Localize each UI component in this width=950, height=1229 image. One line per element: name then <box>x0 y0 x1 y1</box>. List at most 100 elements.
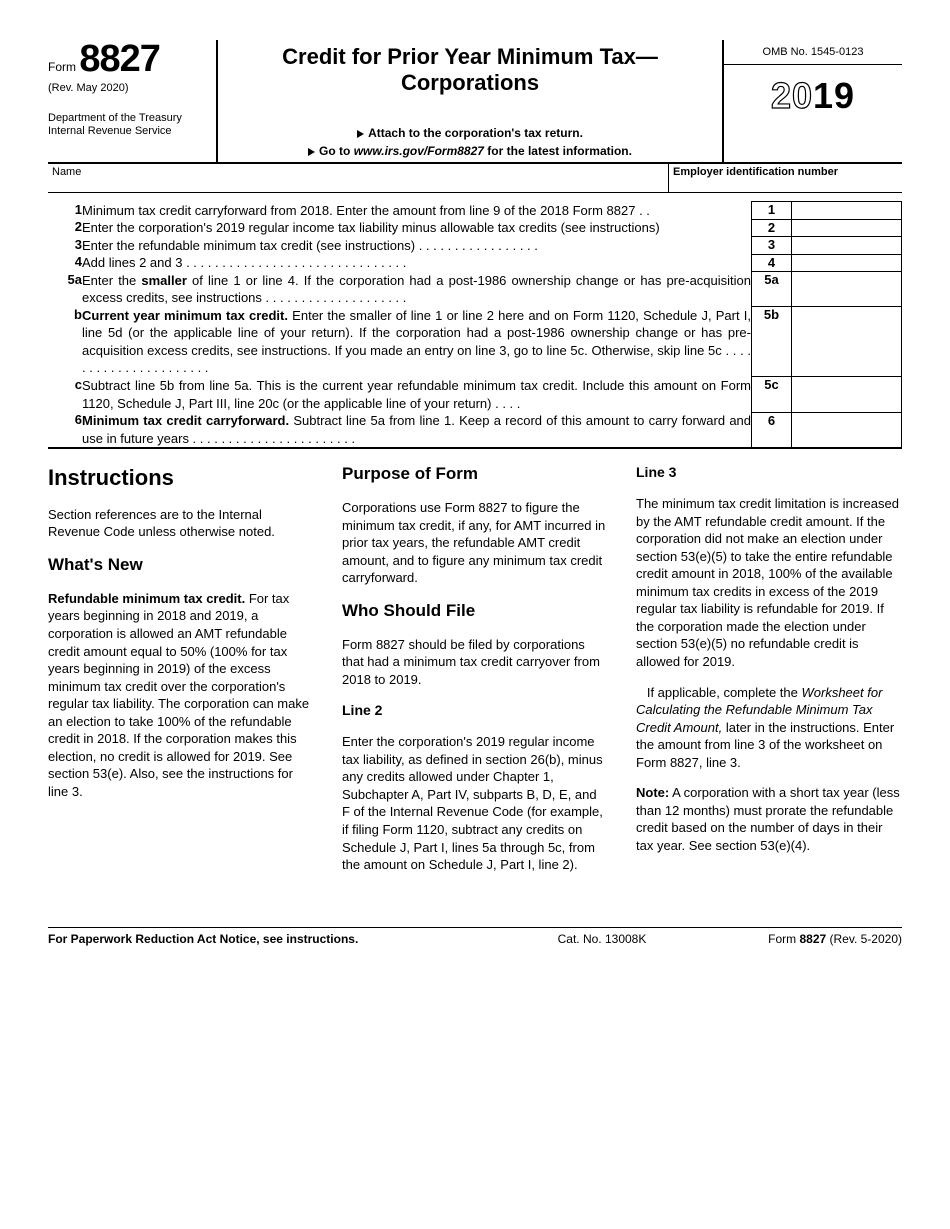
triangle-icon <box>357 130 364 138</box>
line-box-num: 2 <box>752 219 792 237</box>
line-num: 2 <box>48 219 82 237</box>
line-num: b <box>48 307 82 377</box>
line-box-num: 6 <box>752 412 792 448</box>
line-5c-value[interactable] <box>792 377 902 412</box>
whats-new-heading: What's New <box>48 554 314 577</box>
line2-heading: Line 2 <box>342 701 608 720</box>
purpose-text: Corporations use Form 8827 to figure the… <box>342 499 608 587</box>
body-text: For tax years beginning in 2018 and 2019… <box>48 591 309 799</box>
line-4: 4 Add lines 2 and 3 . . . . . . . . . . … <box>48 254 902 272</box>
line3-heading: Line 3 <box>636 463 902 482</box>
line-text: Minimum tax credit carryforward. Subtrac… <box>82 412 752 448</box>
year-outline: 20 <box>771 75 813 116</box>
form-title: Credit for Prior Year Minimum Tax—Corpor… <box>228 44 712 96</box>
header-right: OMB No. 1545-0123 2019 <box>722 40 902 162</box>
line3-text2: If applicable, complete the Worksheet fo… <box>636 684 902 772</box>
who-should-file-text: Form 8827 should be filed by corporation… <box>342 636 608 689</box>
whats-new-text: Refundable minimum tax credit. For tax y… <box>48 590 314 801</box>
line2-text: Enter the corporation's 2019 regular inc… <box>342 733 608 873</box>
line-num: 1 <box>48 202 82 220</box>
line-box-num: 5a <box>752 272 792 307</box>
line-text: Enter the smaller of line 1 or line 4. I… <box>82 272 752 307</box>
line-5a: 5a Enter the smaller of line 1 or line 4… <box>48 272 902 307</box>
line-text: Add lines 2 and 3 . . . . . . . . . . . … <box>82 254 752 272</box>
name-ein-row: Name Employer identification number <box>48 164 902 193</box>
line-box-num: 4 <box>752 254 792 272</box>
line-1-value[interactable] <box>792 202 902 220</box>
form-header: Form 8827 (Rev. May 2020) Department of … <box>48 40 902 164</box>
form-word: Form <box>48 60 76 74</box>
year-solid: 19 <box>813 75 855 116</box>
form-ref-post: (Rev. 5-2020) <box>826 932 902 946</box>
line-text: Subtract line 5b from line 5a. This is t… <box>82 377 752 412</box>
form-number: 8827 <box>79 40 160 78</box>
instructions-heading: Instructions <box>48 463 314 493</box>
dept-line2: Internal Revenue Service <box>48 125 172 137</box>
line-num: 6 <box>48 412 82 448</box>
line-num: 4 <box>48 254 82 272</box>
note-text: A corporation with a short tax year (les… <box>636 785 900 853</box>
instructions-col-2: Purpose of Form Corporations use Form 88… <box>342 463 608 887</box>
line-3-value[interactable] <box>792 237 902 255</box>
form-ref: Form 8827 (Rev. 5-2020) <box>702 932 902 946</box>
page-footer: For Paperwork Reduction Act Notice, see … <box>48 927 902 946</box>
text-bold: Current year minimum tax credit. <box>82 308 288 323</box>
line-4-value[interactable] <box>792 254 902 272</box>
ein-field[interactable]: Employer identification number <box>668 164 902 192</box>
line-num: 3 <box>48 237 82 255</box>
line-2-value[interactable] <box>792 219 902 237</box>
goto-url: www.irs.gov/Form8827 <box>354 144 484 158</box>
header-middle: Credit for Prior Year Minimum Tax—Corpor… <box>218 40 722 162</box>
line3-note: Note: A corporation with a short tax yea… <box>636 784 902 854</box>
instructions-col-1: Instructions Section references are to t… <box>48 463 314 887</box>
goto-suffix: for the latest information. <box>484 144 632 158</box>
revision: (Rev. May 2020) <box>48 82 206 94</box>
line-text: Enter the corporation's 2019 regular inc… <box>82 219 752 237</box>
line-num: 5a <box>48 272 82 307</box>
line-6: 6 Minimum tax credit carryforward. Subtr… <box>48 412 902 448</box>
line-3: 3 Enter the refundable minimum tax credi… <box>48 237 902 255</box>
line-5b-value[interactable] <box>792 307 902 377</box>
text-pre: If applicable, complete the <box>647 685 802 700</box>
line-box-num: 1 <box>752 202 792 220</box>
line-text: Current year minimum tax credit. Enter t… <box>82 307 752 377</box>
note-label: Note: <box>636 785 669 800</box>
line-6-value[interactable] <box>792 412 902 448</box>
text-bold: Minimum tax credit carryforward. <box>82 413 289 428</box>
line-1: 1 Minimum tax credit carryforward from 2… <box>48 202 902 220</box>
attach-text: Attach to the corporation's tax return. <box>368 126 583 140</box>
name-label: Name <box>52 166 81 178</box>
line-2: 2 Enter the corporation's 2019 regular i… <box>48 219 902 237</box>
attach-line: Attach to the corporation's tax return. <box>228 126 712 140</box>
line-5c: c Subtract line 5b from line 5a. This is… <box>48 377 902 412</box>
section-refs: Section references are to the Internal R… <box>48 506 314 541</box>
text-bold: smaller <box>141 273 187 288</box>
form-lines: 1 Minimum tax credit carryforward from 2… <box>48 201 902 449</box>
dept-line1: Department of the Treasury <box>48 112 182 124</box>
triangle-icon <box>308 148 315 156</box>
header-left: Form 8827 (Rev. May 2020) Department of … <box>48 40 218 162</box>
tax-year: 2019 <box>724 65 902 125</box>
form-ref-num: 8827 <box>799 932 826 946</box>
instructions-section: Instructions Section references are to t… <box>48 463 902 887</box>
line-box-num: 3 <box>752 237 792 255</box>
goto-prefix: Go to <box>319 144 354 158</box>
line-box-num: 5b <box>752 307 792 377</box>
omb-number: OMB No. 1545-0123 <box>724 40 902 65</box>
who-should-file-heading: Who Should File <box>342 600 608 623</box>
form-ref-pre: Form <box>768 932 799 946</box>
catalog-number: Cat. No. 13008K <box>502 932 702 946</box>
line-5a-value[interactable] <box>792 272 902 307</box>
department: Department of the Treasury Internal Reve… <box>48 112 206 138</box>
line-num: c <box>48 377 82 412</box>
name-field[interactable]: Name <box>48 164 668 192</box>
text-pre: Enter the <box>82 273 141 288</box>
instructions-col-3: Line 3 The minimum tax credit limitation… <box>636 463 902 887</box>
line3-text1: The minimum tax credit limitation is inc… <box>636 495 902 670</box>
line-text: Minimum tax credit carryforward from 201… <box>82 202 752 220</box>
ein-label: Employer identification number <box>673 166 838 178</box>
paperwork-notice: For Paperwork Reduction Act Notice, see … <box>48 932 502 946</box>
lead-bold: Refundable minimum tax credit. <box>48 591 245 606</box>
line-box-num: 5c <box>752 377 792 412</box>
purpose-heading: Purpose of Form <box>342 463 608 486</box>
